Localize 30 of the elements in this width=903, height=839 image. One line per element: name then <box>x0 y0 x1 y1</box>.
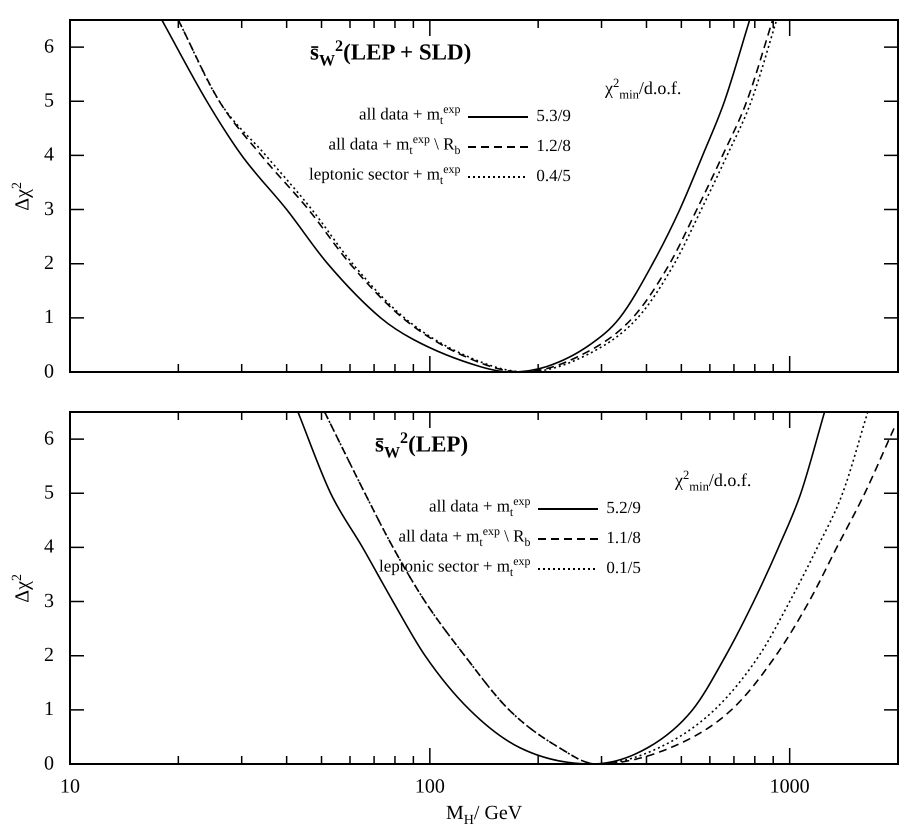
y-tick-label: 5 <box>44 481 54 504</box>
text: s̄$_{W}$$^{2}$(LEP + SLD) <box>310 38 472 70</box>
y-tick-label: 1 <box>44 698 54 720</box>
y-tick-label: 2 <box>44 644 54 666</box>
annotation: 5.2/9 <box>605 496 642 519</box>
x-axis-title: M$_{H}$/ GeV <box>446 802 522 829</box>
y-tick-label: 3 <box>44 198 54 220</box>
y-tick-label: 3 <box>44 590 54 612</box>
y-tick-label: 0 <box>44 360 54 382</box>
y-tick-label: 4 <box>44 144 54 166</box>
y-tick-label: 0 <box>44 752 54 774</box>
x-tick-label: 100 <box>414 775 445 798</box>
y-tick-label: 6 <box>44 427 54 450</box>
legend-label: all data + m$_{t}$$^{exp}$ \ R$_{b}$ <box>328 131 462 160</box>
y-tick-label: 6 <box>44 35 54 58</box>
y-tick-label: 2 <box>44 252 54 274</box>
legend-label: all data + m$_{t}$$^{exp}$ \ R$_{b}$ <box>398 523 532 552</box>
annotation: 0.1/5 <box>605 556 642 579</box>
x-tick-label: 1000 <box>770 775 810 798</box>
legend-title: χ$^{2}$$_{min}$/d.o.f. <box>675 468 752 495</box>
text: s̄$_{W}$$^{2}$(LEP) <box>375 430 468 462</box>
y-tick-label: 5 <box>44 89 54 112</box>
annotation: 1.1/8 <box>605 526 642 549</box>
annotation: 1.2/8 <box>535 134 572 157</box>
x-tick-label: 10 <box>60 775 80 798</box>
y-tick-label: 4 <box>44 536 54 558</box>
y-tick-label: 1 <box>44 306 54 328</box>
annotation: 0.4/5 <box>535 164 572 187</box>
annotation: 5.3/9 <box>535 104 572 127</box>
legend-title: χ$^{2}$$_{min}$/d.o.f. <box>605 76 682 103</box>
